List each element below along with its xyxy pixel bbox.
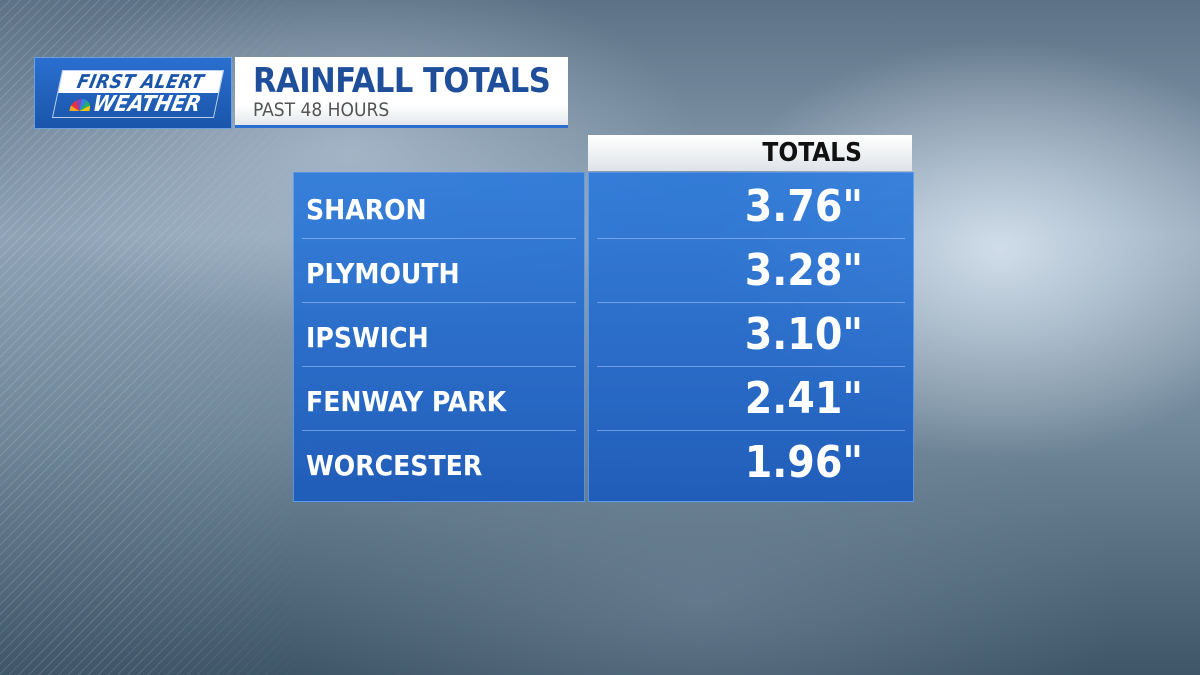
table-row: 3.28" bbox=[589, 239, 913, 303]
title-banner: RAINFALL TOTALS PAST 48 HOURS bbox=[235, 57, 568, 128]
total-cell: 3.76" bbox=[744, 181, 863, 232]
table-row: FENWAY PARK bbox=[294, 367, 584, 431]
location-cell: PLYMOUTH bbox=[306, 257, 460, 290]
location-cell: FENWAY PARK bbox=[306, 385, 507, 418]
table-row: 3.76" bbox=[589, 175, 913, 239]
totals-column-header: TOTALS bbox=[588, 135, 912, 171]
first-alert-weather-logo: FIRST ALERT WEATHER bbox=[34, 57, 232, 129]
totals-column: 3.76" 3.28" 3.10" 2.41" 1.96" bbox=[588, 172, 914, 502]
table-row: 3.10" bbox=[589, 303, 913, 367]
table-row: SHARON bbox=[294, 175, 584, 239]
nbc-peacock-icon bbox=[69, 99, 93, 111]
location-cell: SHARON bbox=[306, 193, 427, 226]
page-subtitle: PAST 48 HOURS bbox=[253, 99, 390, 121]
location-cell: IPSWICH bbox=[306, 321, 429, 354]
total-cell: 3.28" bbox=[744, 245, 863, 296]
table-row: PLYMOUTH bbox=[294, 239, 584, 303]
location-column: SHARON PLYMOUTH IPSWICH FENWAY PARK WORCESTE… bbox=[293, 172, 585, 502]
logo-line1: FIRST ALERT bbox=[58, 71, 223, 93]
total-cell: 3.10" bbox=[744, 309, 863, 360]
totals-header-label: TOTALS bbox=[762, 138, 862, 168]
location-cell: WORCESTER bbox=[306, 449, 483, 482]
table-row: IPSWICH bbox=[294, 303, 584, 367]
table-row: WORCESTER bbox=[294, 431, 584, 495]
total-cell: 2.41" bbox=[744, 373, 863, 424]
table-row: 2.41" bbox=[589, 367, 913, 431]
page-title: RAINFALL TOTALS bbox=[253, 61, 551, 101]
total-cell: 1.96" bbox=[744, 437, 863, 488]
logo-line2: WEATHER bbox=[90, 92, 204, 117]
table-row: 1.96" bbox=[589, 431, 913, 495]
